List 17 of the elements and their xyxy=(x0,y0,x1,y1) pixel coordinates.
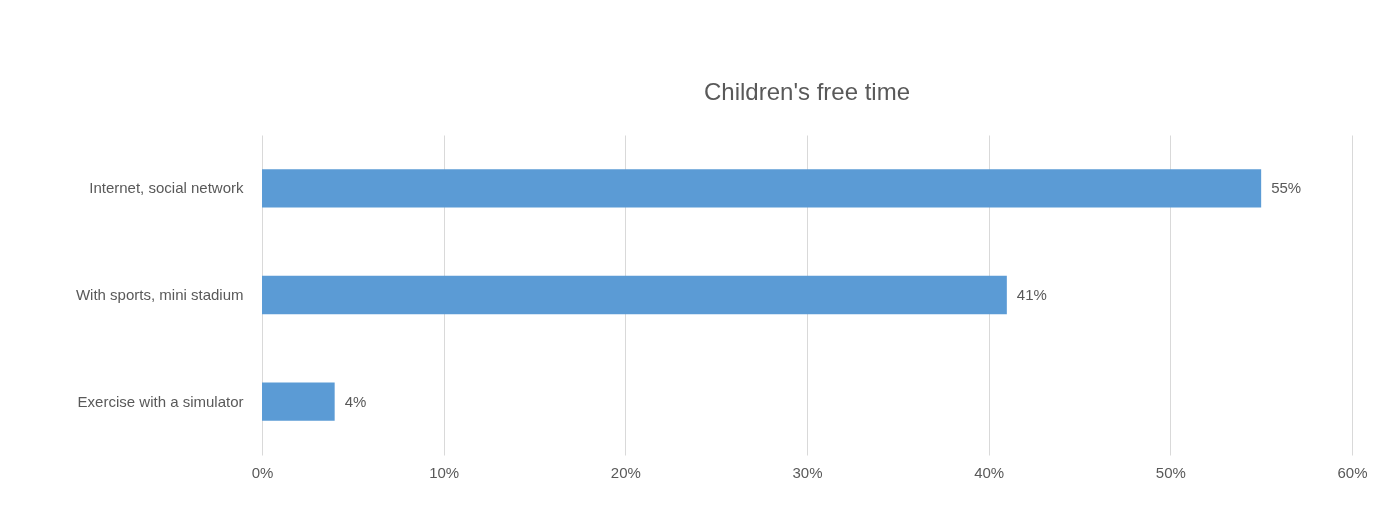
x-tick-label: 50% xyxy=(1155,463,1186,481)
data-label: 4% xyxy=(344,392,367,410)
bar xyxy=(262,275,1007,315)
y-tick-label: With sports, mini stadium xyxy=(75,286,244,303)
bar xyxy=(262,382,335,421)
y-tick-label: Exercise with a simulator xyxy=(77,392,244,410)
data-label: 55% xyxy=(1271,179,1302,197)
y-tick-label: Internet, social network xyxy=(89,179,244,197)
x-tick-label: 10% xyxy=(429,463,460,481)
x-tick-label: 60% xyxy=(1337,463,1368,481)
x-tick-label: 30% xyxy=(792,463,823,481)
bar xyxy=(262,169,1262,208)
chart-title: Children's free time xyxy=(704,78,910,105)
data-label: 41% xyxy=(1016,286,1047,303)
x-tick-label: 20% xyxy=(610,463,641,481)
x-tick-label: 40% xyxy=(974,463,1005,481)
x-tick-label: 0% xyxy=(251,463,274,481)
